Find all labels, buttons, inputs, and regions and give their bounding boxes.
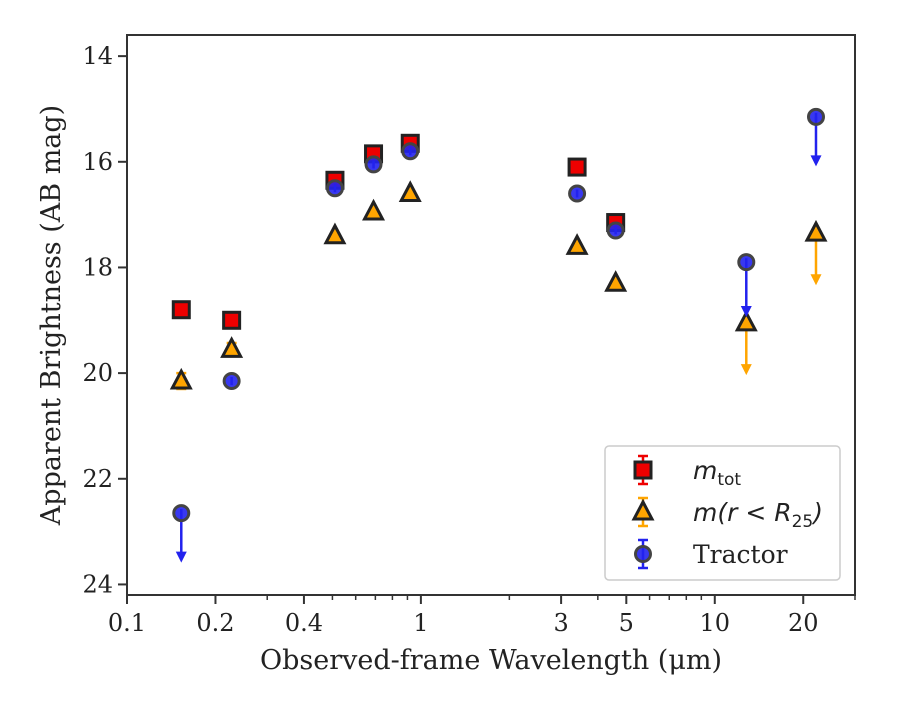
legend-label: m(r < R25): [693, 498, 823, 532]
series-circle: [172, 107, 825, 563]
upper-limit-arrow-head: [810, 274, 822, 286]
data-point-triangle: [323, 222, 347, 245]
data-point-triangle: [362, 198, 386, 221]
legend-entry: m(r < R25): [631, 496, 823, 532]
data-point-triangle: [804, 219, 828, 242]
y-tick-label: 24: [82, 570, 113, 598]
legend-box: [604, 445, 841, 581]
data-point-triangle: [220, 336, 244, 358]
data-point-square: [171, 300, 191, 320]
x-tick-label: 0.1: [108, 609, 146, 637]
upper-limit-arrow-head: [175, 551, 187, 563]
y-tick-label: 22: [82, 465, 113, 493]
y-axis-label: Apparent Brightness (AB mag): [36, 105, 67, 526]
data-point-square: [567, 157, 587, 177]
y-tick-label: 14: [82, 42, 113, 70]
series-square: [171, 133, 626, 330]
legend-marker-square: [633, 460, 653, 480]
axes-layer: 0.1 0.2 0.4 1 3 5 10 20 14 16 18 20 22 24: [82, 34, 856, 637]
legend-marker-circle: [634, 545, 652, 563]
x-tick-label: 1: [413, 609, 428, 637]
legend: mtot m(r < R25) Tractor: [604, 445, 841, 581]
x-tick-label: 10: [700, 609, 731, 637]
x-tick-label: 0.4: [285, 609, 323, 637]
plot-frame: [126, 34, 856, 596]
data-point-triangle: [734, 309, 758, 332]
series-triangle: [169, 180, 828, 391]
legend-label: Tractor: [693, 540, 788, 569]
data-point-square: [222, 310, 242, 330]
upper-limit-arrow-head: [740, 306, 752, 317]
y-tick-label: 20: [82, 359, 113, 387]
x-tick-label: 3: [553, 609, 568, 637]
y-tick-label: 18: [82, 253, 113, 281]
data-point-triangle: [565, 233, 589, 255]
x-tick-label: 0.2: [196, 609, 234, 637]
x-axis-label: Observed-frame Wavelength (μm): [260, 645, 722, 676]
x-tick-label: 20: [788, 609, 819, 637]
y-tick-label: 16: [82, 148, 113, 176]
data-point-triangle: [398, 180, 422, 202]
legend-entry: mtot: [633, 454, 741, 490]
data-marks: [169, 107, 828, 563]
legend-marker-triangle: [631, 498, 655, 521]
upper-limit-arrow-head: [810, 155, 822, 167]
legend-label: mtot: [693, 456, 741, 490]
data-point-triangle: [604, 270, 628, 292]
upper-limit-arrow-head: [740, 364, 752, 376]
data-point-triangle: [169, 367, 193, 390]
x-tick-label: 5: [619, 609, 634, 637]
legend-entry: Tractor: [634, 538, 788, 570]
